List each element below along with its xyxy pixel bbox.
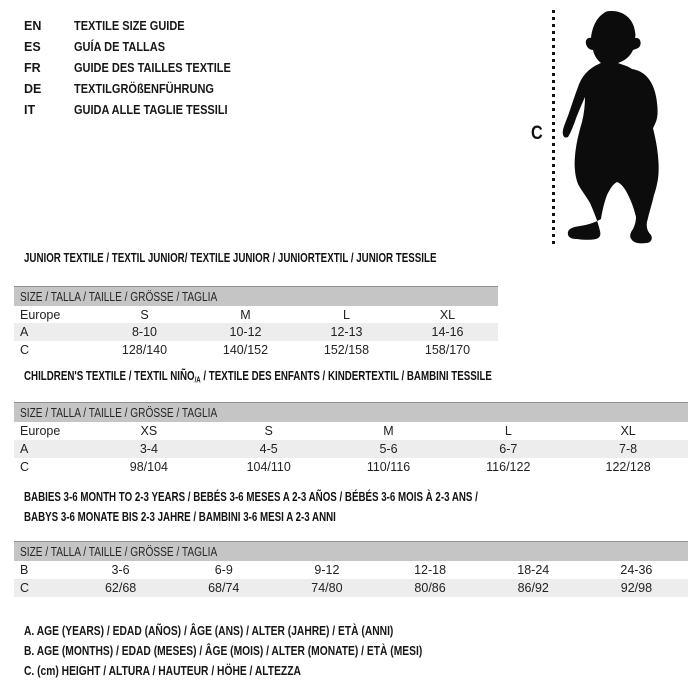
table-row-height: C 98/104 104/110 110/116 116/122 122/128 — [14, 458, 688, 476]
size-col: XL — [620, 424, 636, 438]
row-label: B — [20, 563, 29, 577]
children-size-table: SIZE / TALLA / TAILLE / GRÖSSE / TAGLIA … — [14, 402, 688, 476]
cell: 12-18 — [414, 563, 447, 577]
cell: 3-6 — [111, 563, 130, 577]
size-col: XS — [140, 424, 158, 438]
size-col: M — [383, 424, 394, 438]
lang-code: IT — [24, 102, 36, 117]
cell: 158/170 — [424, 343, 471, 357]
size-header-text: SIZE / TALLA / TAILLE / GRÖSSE / TAGLIA — [20, 544, 218, 559]
lang-label: TEXTILE SIZE GUIDE — [74, 18, 185, 33]
cell: 68/74 — [208, 581, 240, 595]
region-label: Europe — [20, 307, 61, 322]
lang-code: ES — [24, 39, 41, 54]
row-label: C — [20, 343, 30, 357]
row-label: C — [20, 581, 30, 595]
legend-notes: A. AGE (YEARS) / EDAD (AÑOS) / ÂGE (ANS)… — [24, 621, 528, 681]
section-title-line1: BABIES 3-6 MONTH TO 2-3 YEARS / BEBÉS 3-… — [24, 489, 478, 504]
table-row-sizes: Europe XS S M L XL — [14, 422, 688, 440]
cell: 80/86 — [414, 581, 446, 595]
cell: 9-12 — [314, 563, 340, 577]
cell: 74/80 — [311, 581, 343, 595]
cell: 122/128 — [605, 460, 651, 474]
size-header-bar: SIZE / TALLA / TAILLE / GRÖSSE / TAGLIA — [14, 541, 688, 561]
row-label: C — [20, 460, 30, 474]
lang-row-en: EN TEXTILE SIZE GUIDE — [24, 15, 252, 36]
junior-size-table: SIZE / TALLA / TAILLE / GRÖSSE / TAGLIA … — [14, 286, 498, 359]
lang-label: GUIDA ALLE TAGLIE TESSILI — [74, 102, 228, 117]
toddler-silhouette-icon — [562, 11, 659, 244]
lang-label: TEXTILGRÖßENFÜHRUNG — [74, 81, 214, 96]
size-header-bar: SIZE / TALLA / TAILLE / GRÖSSE / TAGLIA — [14, 286, 498, 306]
section-title-junior: JUNIOR TEXTILE / TEXTIL JUNIOR/ TEXTILE … — [24, 250, 574, 266]
section-title-children: CHILDREN'S TEXTILE / TEXTIL NIÑO/A / TEX… — [24, 368, 648, 388]
height-measure-dashed-line — [552, 10, 555, 248]
height-measure-figure: C — [520, 8, 696, 256]
lang-label: GUIDE DES TAILLES TEXTILE — [74, 60, 231, 75]
table-row-height: C 62/68 68/74 74/80 80/86 86/92 92/98 — [14, 579, 688, 597]
size-header-bar: SIZE / TALLA / TAILLE / GRÖSSE / TAGLIA — [14, 402, 688, 422]
height-measure-label: C — [531, 123, 543, 144]
lang-code: DE — [24, 81, 42, 96]
size-col: S — [264, 424, 273, 438]
lang-row-fr: FR GUIDE DES TAILLES TEXTILE — [24, 57, 252, 78]
lang-row-es: ES GUÍA DE TALLAS — [24, 36, 252, 57]
lang-code: FR — [24, 60, 41, 75]
row-label: A — [20, 442, 29, 456]
cell: 62/68 — [104, 581, 137, 595]
cell: 8-10 — [131, 325, 158, 339]
size-col: L — [343, 307, 350, 322]
cell: 116/122 — [486, 460, 531, 474]
section-title-text: JUNIOR TEXTILE / TEXTIL JUNIOR/ TEXTILE … — [24, 250, 437, 265]
cell: 3-4 — [139, 442, 158, 456]
cell: 18-24 — [517, 563, 550, 577]
table-row-age: A 8-10 10-12 12-13 14-16 — [14, 323, 498, 341]
table-row-age: A 3-4 4-5 5-6 6-7 7-8 — [14, 440, 688, 458]
cell: 10-12 — [229, 325, 262, 339]
section-title-text: CHILDREN'S TEXTILE / TEXTIL NIÑO/A / TEX… — [24, 368, 492, 385]
cell: 98/104 — [129, 460, 169, 474]
note-height-cm: C. (cm) HEIGHT / ALTURA / HAUTEUR / HÖHE… — [24, 663, 301, 678]
lang-row-it: IT GUIDA ALLE TAGLIE TESSILI — [24, 99, 252, 120]
cell: 152/158 — [323, 343, 370, 357]
cell: 140/152 — [222, 343, 269, 357]
cell: 110/116 — [366, 460, 411, 474]
cell: 6-9 — [214, 563, 233, 577]
size-col: L — [504, 424, 512, 438]
lang-code: EN — [24, 18, 42, 33]
size-col: XL — [439, 307, 456, 322]
cell: 104/110 — [246, 460, 291, 474]
language-list: EN TEXTILE SIZE GUIDE ES GUÍA DE TALLAS … — [24, 15, 252, 120]
lang-label: GUÍA DE TALLAS — [74, 39, 166, 54]
row-label: A — [20, 325, 29, 339]
cell: 128/140 — [121, 343, 168, 357]
table-row-sizes: Europe S M L XL — [14, 306, 498, 323]
note-age-months: B. AGE (MONTHS) / EDAD (MESES) / ÂGE (MO… — [24, 643, 423, 658]
section-title-babies: BABIES 3-6 MONTH TO 2-3 YEARS / BEBÉS 3-… — [24, 489, 629, 529]
cell: 5-6 — [379, 442, 398, 456]
cell: 12-13 — [330, 325, 363, 339]
babies-size-table: SIZE / TALLA / TAILLE / GRÖSSE / TAGLIA … — [14, 541, 688, 597]
cell: 6-7 — [499, 442, 518, 456]
cell: 86/92 — [517, 581, 549, 595]
cell: 4-5 — [259, 442, 278, 456]
lang-row-de: DE TEXTILGRÖßENFÜHRUNG — [24, 78, 252, 99]
size-col: M — [240, 307, 251, 322]
table-row-height: C 128/140 140/152 152/158 158/170 — [14, 341, 498, 359]
cell: 92/98 — [620, 581, 653, 595]
cell: 14-16 — [431, 325, 464, 339]
cell: 24-36 — [620, 563, 653, 577]
note-age-years: A. AGE (YEARS) / EDAD (AÑOS) / ÂGE (ANS)… — [24, 623, 394, 638]
size-header-text: SIZE / TALLA / TAILLE / GRÖSSE / TAGLIA — [20, 289, 218, 304]
cell: 7-8 — [619, 442, 638, 456]
size-header-text: SIZE / TALLA / TAILLE / GRÖSSE / TAGLIA — [20, 405, 218, 420]
region-label: Europe — [20, 424, 61, 438]
table-row-months: B 3-6 6-9 9-12 12-18 18-24 24-36 — [14, 561, 688, 579]
section-title-line2: BABYS 3-6 MONATE BIS 2-3 JAHRE / BAMBINI… — [24, 509, 336, 524]
size-col: S — [140, 307, 149, 322]
